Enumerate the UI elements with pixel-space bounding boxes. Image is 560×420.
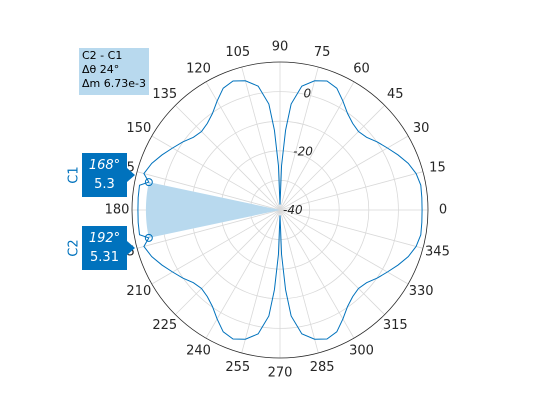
grid-spoke <box>279 66 319 211</box>
delta-magnitude: Δm 6.73e-3 <box>82 77 146 90</box>
angle-tick-label: 105 <box>225 45 250 60</box>
cursor-marker <box>144 178 153 187</box>
grid-spoke <box>279 81 355 211</box>
angle-tick-label: 285 <box>310 360 335 375</box>
angle-tick-label: 225 <box>152 318 177 333</box>
cursor-name-label: C2 <box>67 239 82 256</box>
grid-spoke <box>279 209 424 249</box>
cursor-label-box <box>82 226 135 270</box>
angle-tick-label: 15 <box>429 160 446 175</box>
grid-spoke <box>151 209 281 285</box>
cursor-label-box <box>82 153 135 197</box>
grid-spoke <box>279 209 409 285</box>
cursor-value-label: 5.31 <box>90 250 119 265</box>
radius-tick-label: -40 <box>283 203 303 217</box>
outer-ring <box>131 61 429 359</box>
angle-tick-label: 330 <box>409 284 434 299</box>
angle-tick-label: 180 <box>105 203 130 218</box>
grid-spoke <box>205 209 281 339</box>
angle-tick-label: 150 <box>126 121 151 136</box>
angle-tick-label: 30 <box>413 121 430 136</box>
angle-tick-label: 345 <box>425 245 450 260</box>
cursor-value-label: 5.3 <box>94 177 115 192</box>
delta-title: C2 - C1 <box>82 49 123 62</box>
radius-tick-label: 0 <box>304 86 312 100</box>
angle-tick-label: 90 <box>272 40 289 55</box>
pattern-trace <box>137 80 423 340</box>
grid-spoke <box>279 105 385 211</box>
angle-tick-label: 75 <box>314 45 331 60</box>
grid-spoke <box>279 209 385 315</box>
angle-tick-label: 120 <box>186 61 211 76</box>
cursor-name-label: C1 <box>67 166 82 183</box>
grid-spoke <box>136 171 281 211</box>
grid-spoke <box>151 135 281 211</box>
grid-spoke <box>279 209 355 339</box>
grid-spoke <box>136 209 281 249</box>
grid-spoke <box>175 105 281 211</box>
angle-tick-label: 45 <box>387 87 404 102</box>
grid-spoke <box>279 209 319 354</box>
angle-tick-label: 210 <box>126 284 151 299</box>
angle-tick-label: 240 <box>186 344 211 359</box>
polar-grid <box>131 61 429 359</box>
grid-spoke <box>241 66 281 211</box>
cursor-delta-box: C2 - C1 Δθ 24° Δm 6.73e-3 <box>79 48 149 95</box>
angle-tick-label: 315 <box>383 318 408 333</box>
grid-spoke <box>279 171 424 211</box>
angle-tick-label: 300 <box>349 344 374 359</box>
cursor-c1[interactable]: 168° 5.3 C1 <box>67 153 153 197</box>
angle-tick-label: 270 <box>268 366 293 381</box>
radius-tick-labels: -40 -20 0 <box>283 86 313 217</box>
grid-spoke <box>175 209 281 315</box>
cursor-angle-label: 168° <box>89 158 120 173</box>
grid-spoke <box>241 209 281 354</box>
angle-tick-label: 255 <box>225 360 250 375</box>
angle-tick-label: 60 <box>353 61 370 76</box>
angle-tick-label: 135 <box>152 87 177 102</box>
grid-spoke <box>279 135 409 211</box>
cursor-marker <box>144 233 153 242</box>
cursor-span-wedge <box>145 182 280 238</box>
cursor-angle-label: 192° <box>89 231 120 246</box>
angle-tick-label: 0 <box>439 203 447 218</box>
cursor-c2[interactable]: 192° 5.31 C2 <box>67 226 153 270</box>
delta-angle: Δθ 24° <box>82 63 120 76</box>
series-line <box>137 80 423 340</box>
cursor-span <box>145 182 280 238</box>
grid-spoke <box>205 81 281 211</box>
radius-tick-label: -20 <box>293 145 313 159</box>
cursors[interactable]: 168° 5.3 C1 192° 5.31 C2 <box>67 153 153 270</box>
angle-tick-labels: 0153045607590105120135150165180195210225… <box>105 40 450 381</box>
